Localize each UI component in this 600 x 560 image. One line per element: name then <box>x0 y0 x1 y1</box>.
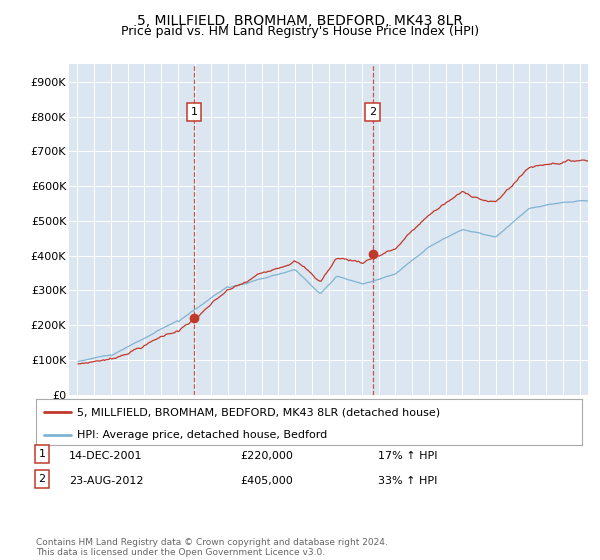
Text: Price paid vs. HM Land Registry's House Price Index (HPI): Price paid vs. HM Land Registry's House … <box>121 25 479 38</box>
Text: 14-DEC-2001: 14-DEC-2001 <box>69 451 143 461</box>
Text: £405,000: £405,000 <box>240 476 293 486</box>
Text: HPI: Average price, detached house, Bedford: HPI: Average price, detached house, Bedf… <box>77 430 327 440</box>
Text: 1: 1 <box>38 449 46 459</box>
Text: 2: 2 <box>38 474 46 484</box>
Text: 5, MILLFIELD, BROMHAM, BEDFORD, MK43 8LR: 5, MILLFIELD, BROMHAM, BEDFORD, MK43 8LR <box>137 14 463 28</box>
Text: £220,000: £220,000 <box>240 451 293 461</box>
Text: 5, MILLFIELD, BROMHAM, BEDFORD, MK43 8LR (detached house): 5, MILLFIELD, BROMHAM, BEDFORD, MK43 8LR… <box>77 407 440 417</box>
Text: 1: 1 <box>190 108 197 117</box>
Text: 33% ↑ HPI: 33% ↑ HPI <box>378 476 437 486</box>
Text: Contains HM Land Registry data © Crown copyright and database right 2024.
This d: Contains HM Land Registry data © Crown c… <box>36 538 388 557</box>
Text: 2: 2 <box>369 108 376 117</box>
Text: 23-AUG-2012: 23-AUG-2012 <box>69 476 143 486</box>
Text: 17% ↑ HPI: 17% ↑ HPI <box>378 451 437 461</box>
